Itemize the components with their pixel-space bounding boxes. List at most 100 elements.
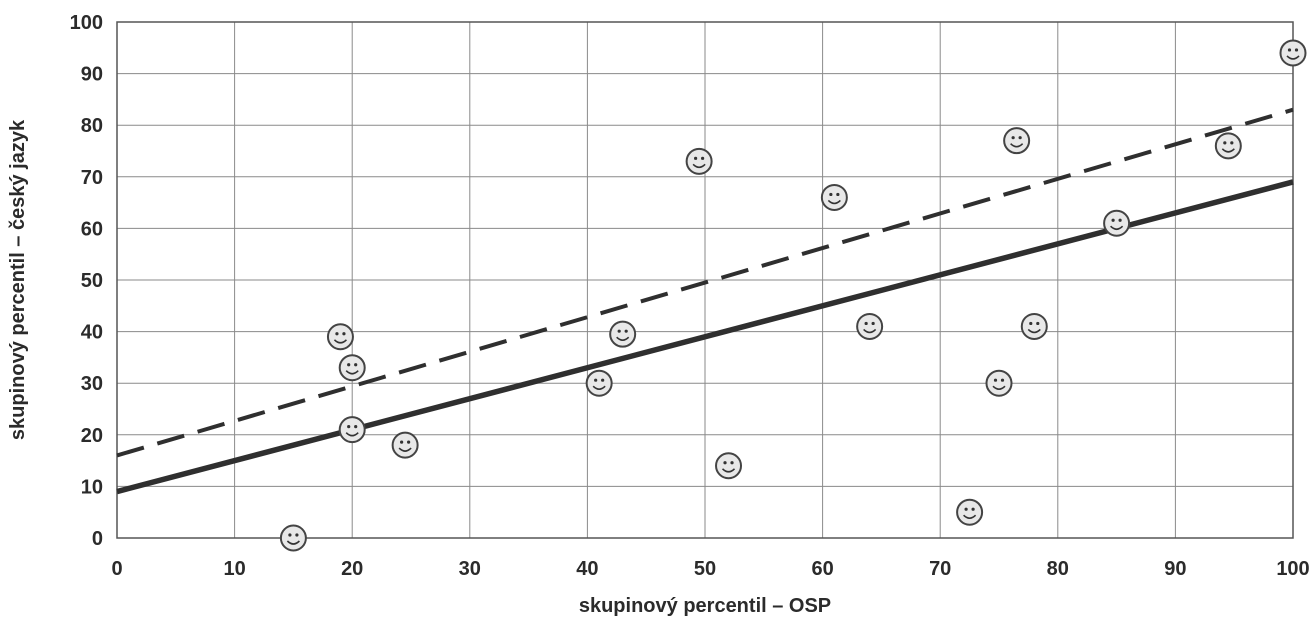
smiley-eye — [971, 507, 975, 511]
smiley-eye — [407, 440, 411, 444]
data-point — [585, 369, 613, 397]
smiley-mouth — [333, 339, 348, 344]
data-points — [279, 39, 1307, 552]
smiley-mouth — [721, 468, 736, 473]
data-point — [856, 312, 884, 340]
x-tick-label: 40 — [576, 558, 598, 580]
y-tick-label: 100 — [70, 12, 103, 34]
x-tick-label: 80 — [1047, 558, 1069, 580]
smiley-eye — [993, 378, 998, 382]
smiley-face-icon — [279, 524, 307, 552]
smiley-eye — [1287, 48, 1292, 52]
data-point — [609, 320, 637, 348]
data-point — [338, 416, 366, 444]
smiley-eye — [964, 507, 968, 511]
data-point — [391, 431, 419, 459]
smiley-eye — [617, 329, 621, 333]
smiley-eye — [730, 461, 734, 465]
smiley-mouth — [286, 540, 300, 545]
y-tick-label: 70 — [81, 167, 103, 189]
smiley-eye — [347, 363, 351, 367]
smiley-eye — [723, 461, 727, 465]
x-tick-label: 60 — [811, 558, 833, 580]
smiley-face-icon — [1279, 39, 1307, 67]
smiley-eye — [354, 363, 358, 367]
data-point — [1020, 312, 1048, 340]
smiley-mouth — [963, 514, 977, 519]
smiley-mouth — [992, 385, 1006, 390]
smiley-eye — [1029, 321, 1033, 326]
data-point — [1279, 39, 1307, 67]
trend-lines — [116, 107, 1294, 495]
x-axis-label: skupinový percentil – OSP — [579, 595, 831, 617]
smiley-mouth — [1110, 225, 1124, 231]
smiley-eye — [354, 425, 358, 429]
smiley-face-icon — [856, 312, 884, 340]
smiley-eye — [829, 192, 833, 197]
smiley-eye — [1111, 218, 1115, 222]
x-tick-label: 10 — [223, 558, 245, 580]
smiley-mouth — [827, 199, 841, 205]
smiley-eye — [594, 378, 598, 382]
data-point — [715, 452, 743, 480]
smiley-eye — [864, 321, 868, 326]
smiley-eye — [694, 156, 698, 160]
smiley-face-icon — [338, 354, 366, 382]
smiley-face-icon — [326, 323, 354, 351]
grid — [116, 21, 1294, 539]
y-tick-label: 80 — [81, 115, 103, 137]
smiley-mouth — [863, 328, 877, 334]
smiley-eye — [1018, 136, 1022, 140]
x-tick-label: 20 — [341, 558, 363, 580]
smiley-face-icon — [685, 147, 713, 175]
data-point — [985, 369, 1013, 397]
y-axis-label: skupinový percentil – český jazyk — [7, 119, 29, 440]
data-point — [685, 147, 713, 175]
smiley-eye — [1294, 48, 1299, 52]
smiley-face-icon — [1003, 127, 1031, 155]
smiley-eye — [347, 425, 351, 429]
smiley-mouth — [592, 385, 606, 390]
smiley-face-icon — [1020, 312, 1048, 340]
smiley-eye — [288, 533, 292, 537]
smiley-eye — [1230, 141, 1234, 145]
smiley-mouth — [345, 432, 359, 437]
smiley-face-icon — [1214, 132, 1242, 160]
solid-trend-line — [116, 179, 1294, 495]
smiley-mouth — [1221, 148, 1235, 153]
smiley-eye — [1036, 321, 1040, 326]
y-tick-label: 50 — [81, 270, 103, 292]
x-tick-label: 0 — [111, 558, 122, 580]
data-point — [820, 183, 848, 211]
smiley-face-icon — [585, 369, 613, 397]
y-tick-label: 30 — [81, 373, 103, 395]
y-tick-labels: 0 10 20 30 40 50 60 70 80 90 100 — [70, 12, 103, 550]
smiley-mouth — [1027, 328, 1041, 334]
smiley-face-icon — [1103, 209, 1131, 237]
data-point — [279, 524, 307, 552]
smiley-face-icon — [338, 416, 366, 444]
smiley-eye — [601, 378, 605, 382]
smiley-mouth — [1010, 143, 1024, 148]
smiley-eye — [1118, 218, 1122, 222]
x-tick-label: 50 — [694, 558, 716, 580]
smiley-eye — [701, 156, 705, 160]
data-point — [338, 354, 366, 382]
smiley-mouth — [692, 163, 706, 169]
x-tick-label: 90 — [1164, 558, 1186, 580]
y-tick-label: 60 — [81, 218, 103, 240]
x-tick-label: 100 — [1276, 558, 1309, 580]
smiley-eye — [1011, 136, 1015, 140]
smiley-eye — [871, 321, 875, 326]
smiley-eye — [335, 332, 339, 336]
data-point — [1003, 127, 1031, 155]
plot-area — [116, 21, 1294, 539]
x-tick-labels: 0 10 20 30 40 50 60 70 80 90 100 — [111, 558, 1309, 580]
smiley-mouth — [616, 336, 630, 341]
smiley-face-icon — [820, 183, 848, 211]
x-tick-label: 30 — [459, 558, 481, 580]
data-point — [1214, 132, 1242, 160]
smiley-eye — [1000, 378, 1005, 382]
smiley-eye — [1223, 141, 1227, 145]
